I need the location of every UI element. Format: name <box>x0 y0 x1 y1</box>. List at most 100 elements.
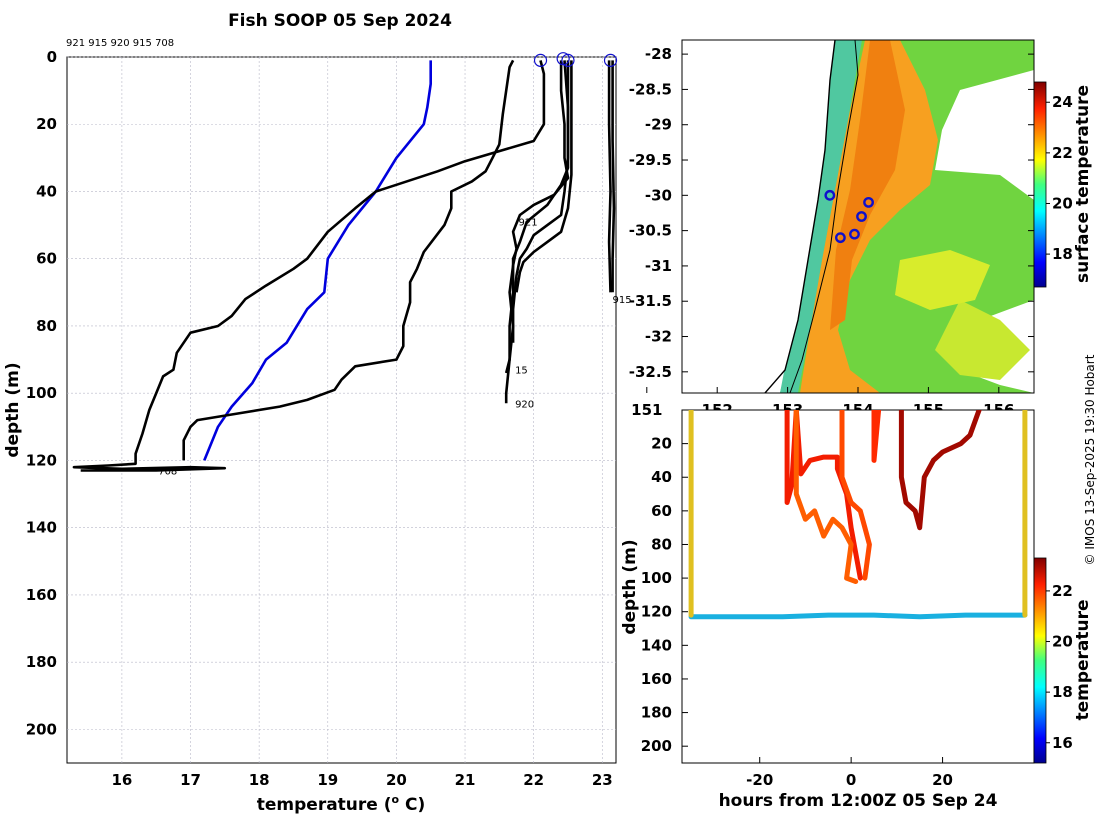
time-depth-plot-area <box>681 409 1035 764</box>
y-tick-label: 160 <box>26 586 57 604</box>
time-depth-series <box>688 410 1028 620</box>
time-depth-x-tick-label: 20 <box>932 771 953 789</box>
y-tick-label: 60 <box>36 250 57 268</box>
map-y-tick-label: -30 <box>645 186 672 204</box>
time-depth-y-tick-label: 120 <box>641 603 672 621</box>
y-tick-label: 40 <box>36 182 57 200</box>
temperature-colorbar-tick-label: 20 <box>1052 633 1073 651</box>
x-tick-label: 18 <box>249 771 270 789</box>
profile-end-label: 708 <box>158 467 177 478</box>
station-marker <box>856 211 867 222</box>
profile-line-p1 <box>72 60 546 472</box>
map-y-tick-label: -32.5 <box>629 363 672 381</box>
y-tick-label: 140 <box>26 519 57 537</box>
time-depth-y-tick-label: 180 <box>641 704 672 722</box>
profile-plot-area <box>66 56 617 764</box>
time-depth-x-tick-label: 0 <box>846 771 856 789</box>
profile-markers <box>533 52 618 67</box>
temperature-colorbar-label: temperature <box>1073 599 1093 720</box>
time-depth-y-tick-label: 200 <box>641 737 672 755</box>
land-mask <box>682 40 835 393</box>
y-tick-label: 100 <box>26 384 57 402</box>
profile-marker <box>533 53 548 67</box>
profile-line-blue <box>203 60 432 461</box>
map-stations <box>824 189 874 244</box>
profile-marker <box>561 53 575 67</box>
map-colorbar-tick-label: 22 <box>1052 144 1073 162</box>
map-y-tick-label: -29.5 <box>629 151 672 169</box>
time-depth-x-tick-label: -20 <box>746 771 773 789</box>
x-tick-label: 22 <box>523 771 544 789</box>
station-marker <box>863 196 874 208</box>
time-depth-x-axis-label: hours from 12:00Z 05 Sep 24 <box>719 791 998 811</box>
time-depth-chart: 20 40 60 80 100 120 140 160 180 200 -20 0 20 hours … <box>620 409 1093 811</box>
time-depth-x-ticks: -20 0 20 <box>746 757 953 789</box>
time-depth-y-tick-label: 40 <box>651 468 672 486</box>
sst-yellow-patch-2 <box>895 250 990 310</box>
profile-ids-label: 921 915 920 915 708 <box>66 38 174 49</box>
y-tick-label: 200 <box>26 720 57 738</box>
map-colorbar-tick-label: 18 <box>1052 245 1073 263</box>
x-tick-label: 23 <box>592 771 613 789</box>
map-y-tick-label: -29 <box>645 116 672 134</box>
credit-text: © IMOS 13-Sep-2025 19:30 Hobart <box>1083 354 1097 565</box>
sst-yellow-patch <box>935 300 1030 380</box>
temperature-profile-chart: 921 915 15 920 708 16 17 18 19 20 21 22 23 0 20 40 60 8… <box>3 48 632 815</box>
profile-x-ticks: 16 17 18 19 20 21 22 23 <box>111 771 612 789</box>
station-marker <box>824 189 836 201</box>
temperature-colorbar-tick-label: 22 <box>1052 582 1073 600</box>
map-colorbar <box>1033 81 1047 288</box>
time-depth-y-ticks: 20 40 60 80 100 120 140 160 180 200 <box>641 435 688 755</box>
profile-line-p6 <box>515 60 573 293</box>
map-y-tick-label: -28 <box>645 45 672 63</box>
map-colorbar-ticks: 24 22 20 18 <box>1046 93 1073 263</box>
profile-end-label: 921 <box>518 218 537 229</box>
profile-end-label: 920 <box>515 399 534 410</box>
x-tick-label: 21 <box>455 771 476 789</box>
sst-core <box>830 40 905 330</box>
profile-grid <box>67 56 616 763</box>
coastline <box>764 40 836 393</box>
time-depth-y-tick-label: 160 <box>641 670 672 688</box>
time-depth-y-tick-label: 60 <box>651 502 672 520</box>
cast-bottom <box>688 612 1028 620</box>
profile-end-label: 915 <box>613 295 632 306</box>
temperature-colorbar-tick-label: 18 <box>1052 683 1073 701</box>
cast-cast1 <box>784 410 863 581</box>
map-colorbar-tick-label: 24 <box>1052 93 1073 111</box>
y-tick-label: 20 <box>36 115 57 133</box>
temperature-colorbar-tick-label: 16 <box>1052 734 1073 752</box>
sst-map-chart: -28 -28.5 -29 -29.5 -30 -30.5 -31 -31.5 -32 -32.5… <box>629 39 1093 419</box>
temperature-colorbar-ticks: 22 20 18 16 <box>1046 582 1073 752</box>
station-marker <box>835 232 846 244</box>
y-tick-label: 120 <box>26 451 57 469</box>
time-depth-y-tick-label: 20 <box>651 435 672 453</box>
map-imagery <box>682 40 1034 393</box>
time-depth-y-tick-label: 80 <box>651 535 672 553</box>
map-colorbar-label: surface temperature <box>1073 85 1093 283</box>
profile-end-label: 15 <box>515 366 528 377</box>
map-x-tick-label: 151 <box>631 401 662 419</box>
profile-line-p7 <box>607 60 612 293</box>
figure-title: Fish SOOP 05 Sep 2024 <box>228 11 452 31</box>
profile-series <box>72 59 616 472</box>
profile-line-p5 <box>511 60 570 343</box>
x-tick-label: 19 <box>317 771 338 789</box>
profile-y-ticks: 0 20 40 60 80 100 120 140 160 180 200 <box>26 48 57 738</box>
time-depth-y-axis-label: depth (m) <box>620 539 640 634</box>
station-marker <box>849 228 860 240</box>
cast-cast5 <box>871 410 882 463</box>
cast-cast4 <box>898 410 982 531</box>
map-colorbar-tick-label: 20 <box>1052 194 1073 212</box>
y-tick-label: 180 <box>26 653 57 671</box>
x-tick-label: 20 <box>386 771 407 789</box>
shelf-contour <box>789 40 859 393</box>
temperature-colorbar <box>1033 557 1047 764</box>
y-tick-label: 0 <box>47 48 57 66</box>
map-y-tick-label: -31 <box>645 257 672 275</box>
y-tick-label: 80 <box>36 317 57 335</box>
map-y-ticks: -28 -28.5 -29 -29.5 -30 -30.5 -31 -31.5 -32 -32.5 <box>629 45 1034 381</box>
x-tick-label: 17 <box>180 771 201 789</box>
map-y-tick-label: -28.5 <box>629 80 672 98</box>
